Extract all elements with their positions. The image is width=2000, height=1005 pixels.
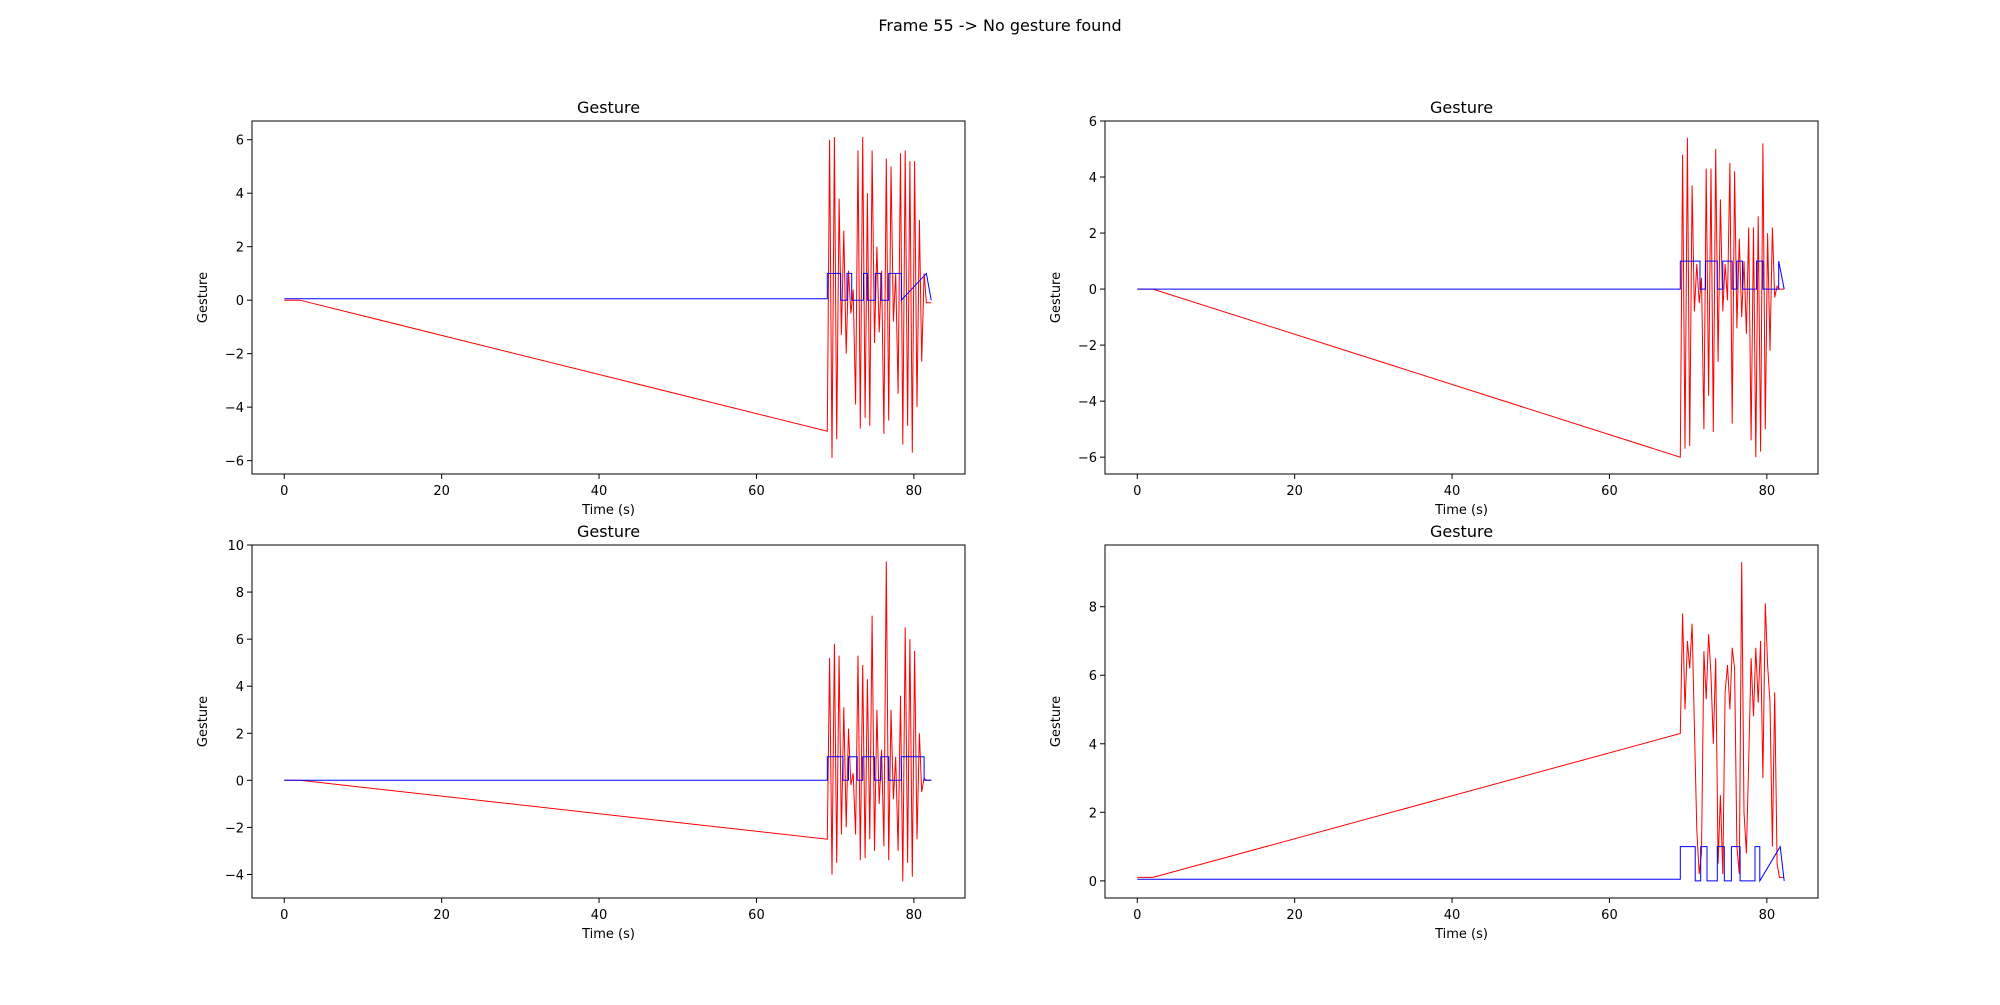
series-line-gesture-flag: [284, 272, 932, 302]
y-tick-label: 6: [1089, 115, 1097, 130]
series-line-gesture-flag: [284, 756, 932, 781]
y-tick-label: −2: [1078, 339, 1097, 354]
y-tick-label: 0: [1089, 283, 1097, 298]
y-tick-label: 2: [236, 241, 244, 256]
x-tick-label: 40: [591, 908, 608, 923]
y-tick-label: −6: [225, 455, 244, 470]
y-axis-label: Gesture: [1049, 696, 1064, 747]
y-tick-label: −2: [225, 821, 244, 836]
y-tick-label: −4: [225, 401, 244, 416]
x-tick-label: 60: [748, 908, 765, 923]
y-axis-label: Gesture: [1049, 272, 1064, 323]
x-tick-label: 60: [1601, 908, 1618, 923]
x-tick-label: 40: [1444, 908, 1461, 923]
x-tick-label: 20: [433, 484, 450, 499]
y-tick-label: 4: [236, 187, 244, 202]
axes-frame: [1104, 120, 1819, 475]
x-tick-label: 40: [591, 484, 608, 499]
x-tick-label: 80: [906, 484, 923, 499]
subplot-4: 0 20 40 60 80 0 2 4 6 8 Gesture Time (s) Gesture: [1049, 522, 1819, 942]
y-tick-label: 6: [1089, 669, 1097, 684]
x-tick-label: 0: [1133, 908, 1141, 923]
subplot-title: Gesture: [1430, 98, 1493, 117]
y-axis-label: Gesture: [196, 272, 211, 323]
subplot-3: 0 20 40 60 80 −4 −2 0 2 4 6 8 10 Gesture Time (s) Gestu…: [196, 522, 966, 942]
x-tick-label: 0: [280, 484, 288, 499]
y-tick-label: 2: [1089, 806, 1097, 821]
y-tick-label: 4: [1089, 738, 1097, 753]
x-tick-label: 80: [906, 908, 923, 923]
y-tick-label: −6: [1078, 451, 1097, 466]
subplot-2: 0 20 40 60 80 −6 −4 −2 0 2 4 6 Gesture Time (s) Gestur…: [1049, 98, 1819, 518]
x-axis-label: Time (s): [1434, 927, 1488, 942]
y-tick-label: 10: [227, 539, 244, 554]
y-axis-label: Gesture: [196, 696, 211, 747]
axes-frame: [251, 544, 966, 899]
x-tick-label: 80: [1759, 908, 1776, 923]
x-tick-label: 60: [748, 484, 765, 499]
x-tick-label: 20: [1286, 908, 1303, 923]
y-tick-label: 4: [1089, 171, 1097, 186]
y-tick-label: 6: [236, 134, 244, 149]
x-tick-label: 80: [1759, 484, 1776, 499]
y-tick-label: 8: [236, 586, 244, 601]
x-tick-label: 40: [1444, 484, 1461, 499]
y-tick-label: 2: [236, 727, 244, 742]
y-tick-label: 0: [236, 774, 244, 789]
subplot-title: Gesture: [1430, 522, 1493, 541]
x-tick-label: 20: [1286, 484, 1303, 499]
x-tick-label: 0: [1133, 484, 1141, 499]
series-line-signal: [1137, 562, 1785, 878]
series-line-signal: [284, 136, 932, 459]
y-tick-label: 2: [1089, 227, 1097, 242]
figure-suptitle: Frame 55 -> No gesture found: [878, 16, 1122, 35]
x-axis-label: Time (s): [581, 927, 635, 942]
series-line-gesture-flag: [1137, 845, 1785, 883]
series-line-signal: [284, 561, 932, 882]
axes-frame: [1104, 544, 1819, 899]
y-tick-label: −2: [225, 348, 244, 363]
y-tick-label: 8: [1089, 601, 1097, 616]
x-tick-label: 60: [1601, 484, 1618, 499]
subplot-title: Gesture: [577, 98, 640, 117]
y-tick-label: −4: [1078, 395, 1097, 410]
series-line-gesture-flag: [1137, 260, 1785, 290]
x-axis-label: Time (s): [1434, 503, 1488, 518]
axes-frame: [251, 120, 966, 475]
y-tick-label: 4: [236, 680, 244, 695]
subplot-1: 0 20 40 60 80 −6 −4 −2 0 2 4 6 Gesture Time (s) Gestur…: [196, 98, 966, 518]
y-tick-label: 6: [236, 633, 244, 648]
x-axis-label: Time (s): [581, 503, 635, 518]
series-line-signal: [1137, 137, 1785, 458]
subplot-title: Gesture: [577, 522, 640, 541]
x-tick-label: 0: [280, 908, 288, 923]
y-tick-label: −4: [225, 868, 244, 883]
y-tick-label: 0: [1089, 875, 1097, 890]
y-tick-label: 0: [236, 294, 244, 309]
x-tick-label: 20: [433, 908, 450, 923]
